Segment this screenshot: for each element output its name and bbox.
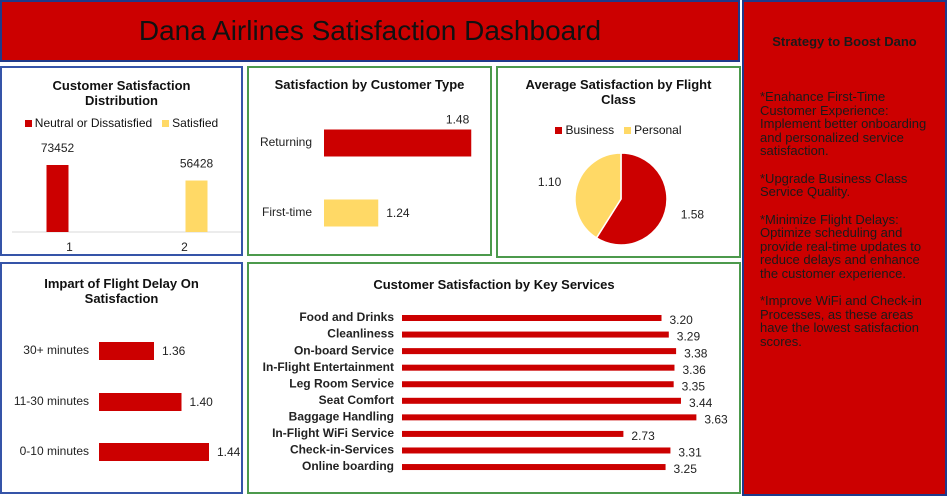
header: Dana Airlines Satisfaction Dashboard bbox=[0, 0, 740, 62]
bar bbox=[402, 315, 662, 321]
bar bbox=[402, 430, 624, 437]
pie-slice bbox=[595, 152, 668, 246]
bar bbox=[402, 348, 677, 355]
data-label: 1.36 bbox=[162, 344, 186, 358]
bar bbox=[402, 381, 674, 388]
data-label: 73452 bbox=[41, 141, 75, 155]
legend-item: Business bbox=[555, 123, 614, 137]
y-tick-label: In-Flight Entertainment bbox=[263, 360, 394, 374]
bar bbox=[99, 342, 154, 360]
legend-label: Business bbox=[565, 123, 615, 137]
bar bbox=[402, 447, 671, 454]
strategy-item: *Upgrade Business Class Service Quality. bbox=[760, 170, 908, 199]
dashboard-title: Dana Airlines Satisfaction Dashboard bbox=[138, 15, 602, 46]
legend-swatch bbox=[24, 120, 32, 127]
bar bbox=[402, 397, 681, 404]
chart-title: Customer Satisfaction by Key Services bbox=[373, 277, 615, 292]
legend: Neutral or Dissatisfied Satisfied bbox=[2, 116, 241, 130]
data-label: 1.40 bbox=[190, 395, 214, 409]
y-tick-label: 30+ minutes bbox=[23, 343, 89, 357]
data-label: 2.73 bbox=[631, 429, 655, 443]
legend-item: Personal bbox=[624, 123, 682, 137]
panel: Average Satisfaction by Flight Class Bus… bbox=[496, 66, 741, 258]
data-label: 3.63 bbox=[704, 413, 728, 427]
chart: Returning 1.48 First-time 1.24 bbox=[260, 113, 472, 227]
legend-label: Satisfied bbox=[172, 116, 219, 130]
bar bbox=[46, 165, 69, 232]
bar bbox=[402, 464, 666, 471]
data-label: 3.20 bbox=[670, 313, 694, 327]
strategy-item: *Minimize Flight Delays: Optimize schedu… bbox=[760, 211, 922, 281]
legend-item: Neutral or Dissatisfied bbox=[24, 116, 153, 130]
data-label: 3.44 bbox=[689, 396, 713, 410]
bar bbox=[324, 129, 472, 157]
data-label: 1.48 bbox=[446, 113, 470, 127]
data-label: 3.31 bbox=[678, 446, 702, 460]
pie-slice bbox=[574, 152, 622, 239]
panel: Customer Satisfaction Distribution Neutr… bbox=[0, 66, 243, 256]
y-tick-label: Online boarding bbox=[302, 459, 394, 473]
y-tick-label: 0-10 minutes bbox=[20, 444, 89, 458]
bar bbox=[185, 180, 208, 232]
y-tick-label: Baggage Handling bbox=[289, 410, 394, 424]
legend-swatch bbox=[624, 127, 632, 134]
y-tick-label: Returning bbox=[260, 135, 312, 149]
bar bbox=[402, 331, 669, 338]
y-tick-label: First-time bbox=[262, 205, 312, 219]
chart-title: Customer Satisfaction Distribution bbox=[52, 78, 191, 108]
bar bbox=[402, 364, 675, 371]
data-label: 56428 bbox=[180, 157, 214, 171]
legend-swatch bbox=[555, 127, 563, 134]
data-label: 3.25 bbox=[674, 462, 698, 476]
panel: Impart of Flight Delay On Satisfaction 3… bbox=[0, 262, 243, 494]
panel: Customer Satisfaction by Key Services Fo… bbox=[247, 262, 741, 494]
y-tick-label: Seat Comfort bbox=[319, 393, 394, 407]
chart: 1.58 1.10 bbox=[538, 152, 705, 246]
bar bbox=[324, 199, 379, 227]
y-tick-label: Check-in-Services bbox=[290, 443, 394, 457]
strategy-item: *Enahance First-Time Customer Experience… bbox=[760, 89, 927, 158]
strategy-panel: Strategy to Boost Dano *Enahance First-T… bbox=[742, 0, 947, 496]
data-label: 3.35 bbox=[682, 379, 706, 393]
bar bbox=[99, 393, 182, 411]
legend-swatch bbox=[162, 120, 170, 127]
chart: Food and Drinks 3.20 Cleanliness 3.29 On-boa… bbox=[263, 310, 728, 476]
y-tick-label: 11-30 minutes bbox=[14, 394, 89, 408]
data-label: 1.44 bbox=[217, 445, 241, 459]
data-label: 1.10 bbox=[538, 175, 562, 189]
chart-title: Satisfaction by Customer Type bbox=[274, 77, 465, 92]
strategy-item: *Improve WiFi and Check-in Processes, as… bbox=[760, 293, 922, 349]
data-label: 1.58 bbox=[681, 207, 705, 221]
data-label: 3.38 bbox=[684, 346, 708, 360]
y-tick-label: Cleanliness bbox=[327, 327, 394, 341]
data-label: 3.36 bbox=[682, 363, 706, 377]
panel: Satisfaction by Customer Type Returning 1… bbox=[247, 66, 492, 256]
data-label: 3.29 bbox=[677, 330, 701, 344]
bar bbox=[402, 414, 697, 421]
x-tick-label: 2 bbox=[181, 240, 188, 254]
chart-title: Impart of Flight Delay On Satisfaction bbox=[44, 276, 199, 306]
y-tick-label: Leg Room Service bbox=[289, 376, 394, 390]
y-tick-label: In-Flight WiFi Service bbox=[272, 426, 394, 440]
bar bbox=[99, 443, 209, 461]
legend-label: Personal bbox=[634, 123, 682, 137]
y-tick-label: Food and Drinks bbox=[299, 310, 394, 324]
y-tick-label: On-board Service bbox=[294, 343, 394, 357]
chart: 1 2 73452 56428 bbox=[12, 141, 241, 254]
chart-title: Average Satisfaction by Flight Class bbox=[525, 77, 712, 107]
legend-label: Neutral or Dissatisfied bbox=[34, 116, 153, 130]
strategy-title: Strategy to Boost Dano bbox=[772, 34, 917, 49]
legend: Business Personal bbox=[498, 123, 739, 137]
x-tick-label: 1 bbox=[66, 240, 73, 254]
strategy-list: *Enahance First-Time Customer Experience… bbox=[760, 90, 932, 362]
legend-item: Satisfied bbox=[162, 116, 218, 130]
data-label: 1.24 bbox=[386, 206, 410, 220]
chart: 30+ minutes 1.36 11-30 minutes 1.40 0-10 min… bbox=[14, 342, 241, 461]
